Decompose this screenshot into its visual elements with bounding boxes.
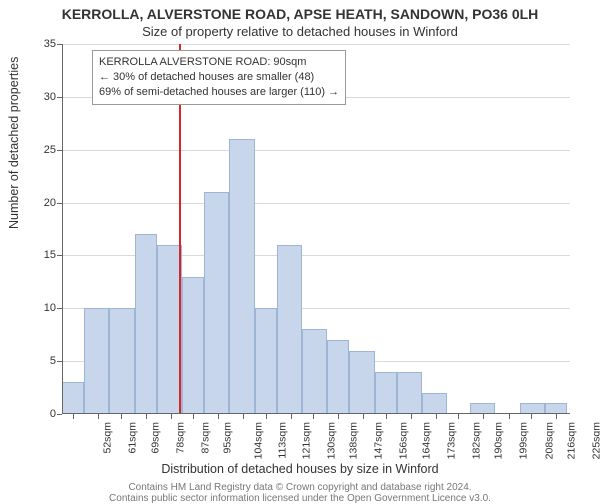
xtick-label: 190sqm: [493, 422, 505, 459]
xtick-mark: [556, 414, 557, 419]
xtick-label: 61sqm: [127, 422, 139, 454]
gridline: [62, 150, 570, 151]
xtick-mark: [363, 414, 364, 419]
y-axis-label: Number of detached properties: [7, 57, 21, 229]
histogram-bar: [229, 139, 254, 414]
xtick-mark: [338, 414, 339, 419]
xtick-label: 225sqm: [590, 422, 600, 459]
xtick-mark: [411, 414, 412, 419]
xtick-mark: [458, 414, 459, 419]
histogram-bar: [349, 351, 374, 414]
xtick-label: 52sqm: [102, 422, 114, 454]
histogram-bar: [135, 234, 157, 414]
ytick-label: 15: [44, 249, 56, 261]
xtick-label: 173sqm: [445, 422, 457, 459]
y-axis-line: [62, 44, 63, 414]
xtick-label: 104sqm: [253, 422, 265, 459]
xtick-mark: [73, 414, 74, 419]
ytick-label: 30: [44, 91, 56, 103]
xtick-mark: [386, 414, 387, 419]
info-box: KERROLLA ALVERSTONE ROAD: 90sqm ← 30% of…: [92, 50, 346, 105]
gridline: [62, 44, 570, 45]
xtick-mark: [531, 414, 532, 419]
xtick-label: 113sqm: [277, 422, 289, 459]
xtick-mark: [243, 414, 244, 419]
xtick-mark: [146, 414, 147, 419]
info-box-line1: KERROLLA ALVERSTONE ROAD: 90sqm: [99, 55, 339, 70]
xtick-label: 216sqm: [565, 422, 577, 459]
xtick-label: 121sqm: [300, 422, 312, 459]
histogram-bar: [277, 245, 302, 414]
xtick-label: 69sqm: [149, 422, 161, 454]
xtick-label: 164sqm: [420, 422, 432, 459]
histogram-bar: [302, 329, 327, 414]
xtick-mark: [266, 414, 267, 419]
xtick-label: 156sqm: [398, 422, 410, 459]
ytick-label: 0: [50, 408, 56, 420]
ytick-label: 25: [44, 144, 56, 156]
footer-line1: Contains HM Land Registry data © Crown c…: [128, 482, 471, 493]
histogram-bar: [62, 382, 84, 414]
chart-title-sub: Size of property relative to detached ho…: [0, 24, 600, 39]
info-box-line2: ← 30% of detached houses are smaller (48…: [99, 70, 339, 85]
ytick-label: 35: [44, 38, 56, 50]
xtick-label: 147sqm: [373, 422, 385, 459]
xtick-mark: [313, 414, 314, 419]
gridline: [62, 203, 570, 204]
xtick-mark: [218, 414, 219, 419]
info-box-line3: 69% of semi-detached houses are larger (…: [99, 85, 339, 100]
histogram-bar: [157, 245, 182, 414]
xtick-mark: [483, 414, 484, 419]
xtick-label: 182sqm: [470, 422, 482, 459]
x-axis-line: [62, 413, 570, 414]
xtick-mark: [193, 414, 194, 419]
xtick-label: 138sqm: [348, 422, 360, 459]
ytick-label: 5: [50, 355, 56, 367]
xtick-mark: [436, 414, 437, 419]
xtick-label: 199sqm: [518, 422, 530, 459]
chart-container: KERROLLA, ALVERSTONE ROAD, APSE HEATH, S…: [0, 0, 600, 500]
xtick-label: 95sqm: [222, 422, 234, 454]
x-axis-label: Distribution of detached houses by size …: [0, 462, 600, 476]
xtick-label: 87sqm: [199, 422, 211, 454]
xtick-mark: [171, 414, 172, 419]
histogram-bar: [375, 372, 397, 414]
xtick-label: 130sqm: [325, 422, 337, 459]
histogram-bar: [182, 277, 204, 414]
ytick-label: 10: [44, 302, 56, 314]
xtick-mark: [121, 414, 122, 419]
footer-line2: Contains public sector information licen…: [109, 493, 491, 504]
xtick-mark: [291, 414, 292, 419]
chart-title-main: KERROLLA, ALVERSTONE ROAD, APSE HEATH, S…: [0, 6, 600, 22]
footer-attribution: Contains HM Land Registry data © Crown c…: [0, 482, 600, 504]
histogram-bar: [255, 308, 277, 414]
histogram-bar: [397, 372, 422, 414]
histogram-bar: [204, 192, 229, 414]
xtick-mark: [509, 414, 510, 419]
ytick-mark: [57, 414, 62, 415]
xtick-mark: [98, 414, 99, 419]
histogram-bar: [84, 308, 109, 414]
xtick-label: 78sqm: [174, 422, 186, 454]
ytick-label: 20: [44, 197, 56, 209]
xtick-label: 208sqm: [543, 422, 555, 459]
plot-area: 52sqm61sqm69sqm78sqm87sqm95sqm104sqm113s…: [62, 44, 570, 414]
histogram-bar: [327, 340, 349, 414]
histogram-bar: [422, 393, 447, 414]
histogram-bar: [109, 308, 134, 414]
